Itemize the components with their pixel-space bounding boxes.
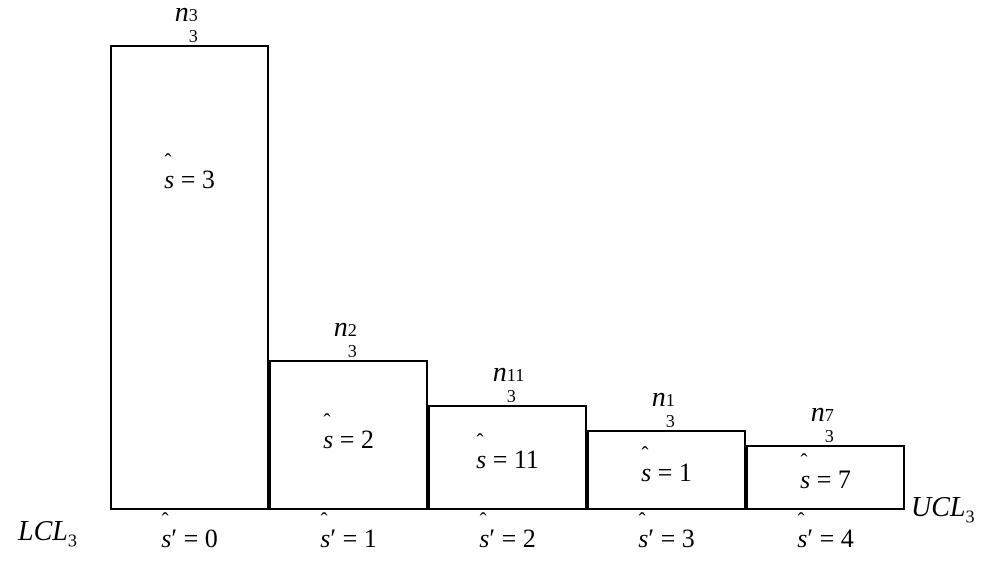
bar-in-label-3: sˆ = 1 (641, 458, 692, 488)
bar-in-label-1: sˆ = 2 (323, 425, 374, 455)
bar-0 (110, 45, 269, 510)
bar-top-label-3: n13 (652, 382, 681, 414)
bar-in-label-0: sˆ = 3 (164, 165, 215, 195)
bar-top-label-4: n73 (811, 397, 840, 429)
axis-label-4: sˆ′ = 4 (797, 524, 853, 554)
right-endpoint-label: UCL3 (911, 492, 975, 528)
bar-top-label-0: n33 (175, 0, 204, 29)
axis-label-0: sˆ′ = 0 (161, 524, 217, 554)
histogram-chart: n33 sˆ = 3 sˆ′ = 0 n23 sˆ = 2 sˆ′ = 1 n113 sˆ =… (0, 0, 1000, 587)
axis-label-2: sˆ′ = 2 (479, 524, 535, 554)
left-endpoint-label: LCL3 (18, 516, 77, 552)
bar-in-label-2: sˆ = 11 (476, 445, 539, 475)
axis-label-3: sˆ′ = 3 (638, 524, 694, 554)
axis-label-1: sˆ′ = 1 (320, 524, 376, 554)
bar-top-label-1: n23 (334, 312, 363, 344)
bar-top-label-2: n113 (493, 357, 522, 389)
bar-in-label-4: sˆ = 7 (800, 465, 851, 495)
